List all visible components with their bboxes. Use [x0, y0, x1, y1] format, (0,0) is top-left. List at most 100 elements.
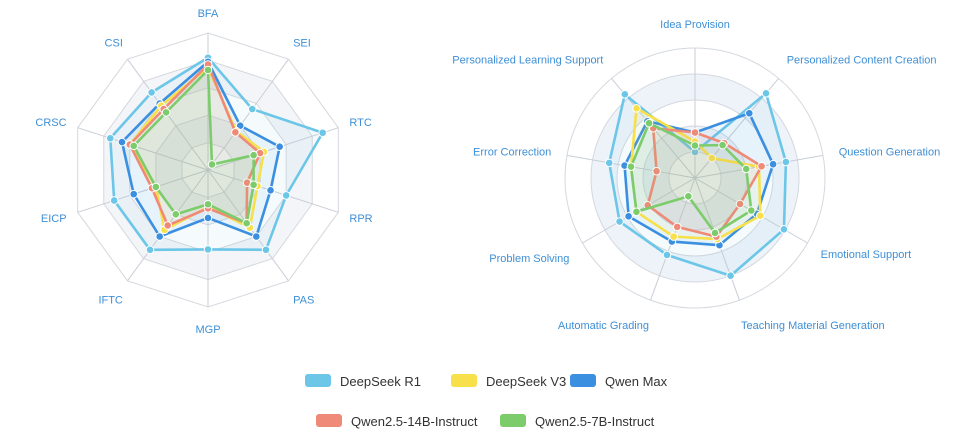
axis-label-question-generation: Question Generation	[839, 147, 941, 159]
legend-swatch	[500, 414, 526, 427]
data-point	[632, 103, 641, 113]
axis-label-teaching-material-generation: Teaching Material Generation	[741, 320, 885, 332]
legend-swatch	[305, 374, 331, 387]
data-point	[755, 211, 765, 220]
data-point	[163, 221, 173, 230]
series-area	[133, 69, 254, 224]
legend-swatch	[570, 374, 596, 387]
data-point	[203, 245, 213, 254]
data-point	[669, 232, 678, 241]
legend-label: Qwen Max	[605, 374, 668, 389]
data-point	[710, 228, 720, 238]
series-area	[630, 108, 761, 240]
axis-label-emotional-support: Emotional Support	[821, 249, 912, 261]
data-point	[644, 118, 654, 128]
axis-label-automatic-grading: Automatic Grading	[558, 320, 649, 332]
radar-chart-right: Idea Provision Personalized Content Creat…	[452, 19, 940, 332]
data-point	[726, 271, 735, 281]
axis-label-iftc: IFTC	[98, 294, 122, 306]
data-point	[741, 164, 751, 174]
axis-spoke	[77, 127, 209, 171]
data-point	[129, 189, 139, 199]
data-point	[707, 153, 717, 163]
data-point	[615, 217, 624, 226]
series-line	[646, 126, 763, 238]
axis-label-csi: CSI	[105, 38, 123, 50]
series-deepseek-v3	[626, 103, 765, 244]
legend-swatch	[316, 414, 342, 427]
data-point	[604, 158, 614, 168]
axis-label-mgp: MGP	[195, 324, 220, 336]
data-point	[746, 206, 756, 215]
data-point	[151, 182, 161, 192]
data-point	[242, 218, 251, 228]
legend-swatch	[451, 374, 477, 387]
data-point	[249, 150, 258, 160]
axis-spoke	[207, 127, 339, 171]
data-point	[761, 89, 771, 98]
axis-label-rpr: RPR	[349, 213, 372, 225]
axis-label-personalized-learning-support: Personalized Learning Support	[452, 55, 603, 67]
data-point	[203, 213, 213, 223]
data-point	[690, 128, 700, 137]
data-point	[281, 191, 291, 200]
series-area	[129, 64, 261, 226]
data-point	[252, 232, 261, 241]
legend-item-qwen2-5-7b-instruct: Qwen2.5-7B-Instruct	[500, 414, 655, 429]
legend: DeepSeek R1 DeepSeek V3 Qwen Max Qwen2.5-14…	[305, 374, 668, 429]
legend-item-qwen2-5-14b-instruct: Qwen2.5-14B-Instruct	[316, 414, 478, 429]
data-point	[207, 160, 217, 169]
data-point	[768, 159, 778, 169]
data-point	[626, 162, 636, 172]
radar-chart-left: BFA SEI RTC RPR PAS MGP IFTC EICP CRSC CSI	[35, 8, 372, 336]
data-point	[690, 141, 700, 150]
data-point	[620, 90, 630, 99]
legend-label: DeepSeek R1	[340, 374, 421, 389]
data-point	[624, 212, 633, 221]
data-point	[652, 166, 661, 176]
axis-spoke	[207, 58, 289, 171]
data-point	[117, 137, 127, 147]
axis-label-problem-solving: Problem Solving	[489, 253, 569, 265]
data-point	[745, 108, 754, 118]
series-area	[624, 113, 774, 246]
axis-label-error-correction: Error Correction	[473, 147, 551, 159]
series-qwen2-5-7b-instruct	[129, 65, 258, 228]
axis-label-eicp: EICP	[41, 213, 67, 225]
data-point	[171, 210, 181, 219]
data-point	[662, 250, 672, 260]
data-point	[249, 180, 258, 190]
data-point	[203, 199, 213, 209]
data-point	[147, 88, 156, 97]
data-point	[109, 196, 119, 205]
legend-label: Qwen2.5-14B-Instruct	[351, 414, 478, 429]
data-point	[318, 128, 327, 138]
data-point	[129, 141, 139, 151]
data-point	[145, 245, 155, 255]
legend-item-qwen-max: Qwen Max	[570, 374, 668, 389]
axis-label-personalized-content-creation: Personalized Content Creation	[787, 55, 937, 67]
data-point	[155, 232, 164, 241]
data-point	[203, 65, 213, 75]
axis-label-sei: SEI	[293, 38, 311, 50]
data-point	[266, 186, 275, 195]
series-line	[629, 106, 762, 241]
legend-item-deepseek-r1: DeepSeek R1	[305, 374, 421, 389]
data-point	[779, 225, 789, 234]
data-point	[231, 128, 240, 137]
series-line	[623, 111, 775, 247]
data-point	[684, 192, 693, 201]
data-point	[105, 133, 115, 143]
data-point	[718, 140, 727, 150]
data-point	[757, 161, 766, 171]
series-qwen2-5-7b-instruct	[626, 118, 756, 238]
axis-label-crsc: CRSC	[35, 117, 66, 129]
radar-grid	[564, 47, 826, 309]
data-point	[275, 142, 284, 152]
data-point	[161, 108, 171, 117]
axis-label-idea-provision: Idea Provision	[660, 19, 730, 31]
axis-label-pas: PAS	[293, 294, 314, 306]
series-line	[629, 121, 753, 235]
legend-label: DeepSeek V3	[486, 374, 566, 389]
